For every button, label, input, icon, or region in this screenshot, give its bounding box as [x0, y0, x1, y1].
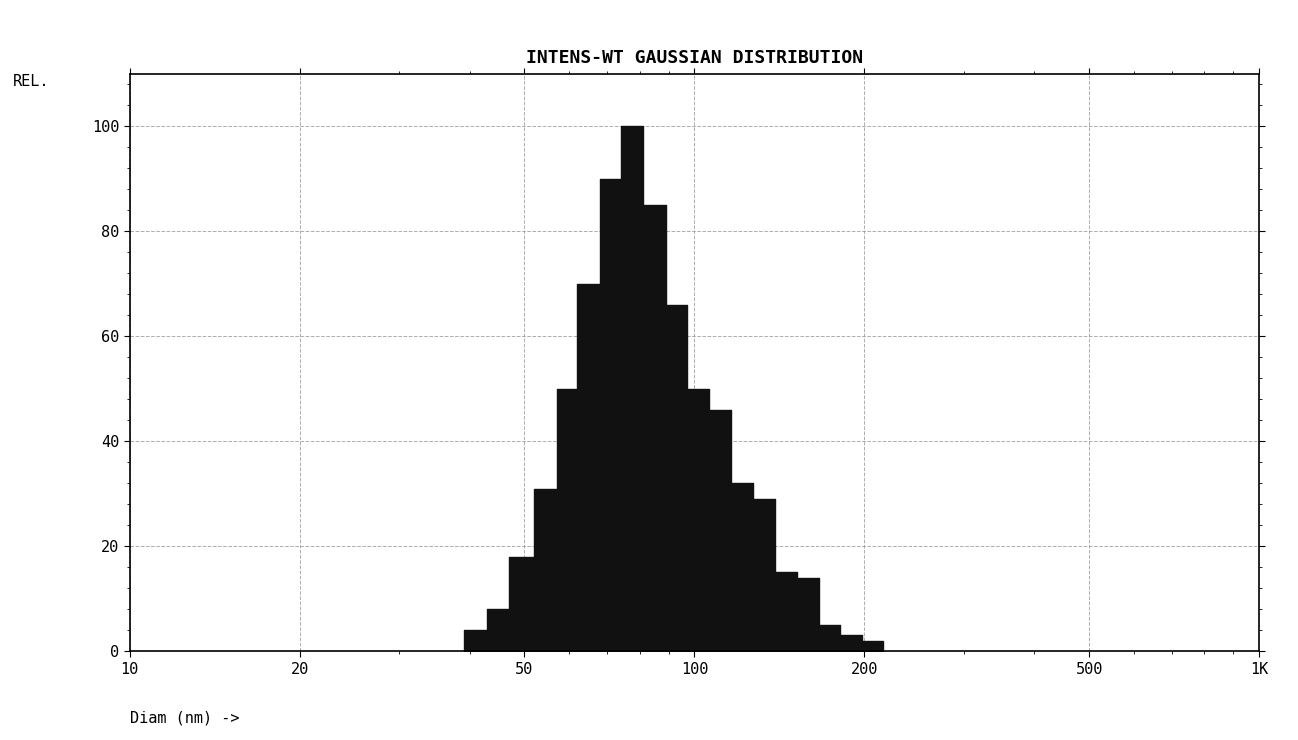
Text: REL.: REL.	[13, 74, 49, 89]
Title: INTENS-WT GAUSSIAN DISTRIBUTION: INTENS-WT GAUSSIAN DISTRIBUTION	[526, 49, 863, 67]
Text: Diam (nm) ->: Diam (nm) ->	[130, 710, 239, 725]
